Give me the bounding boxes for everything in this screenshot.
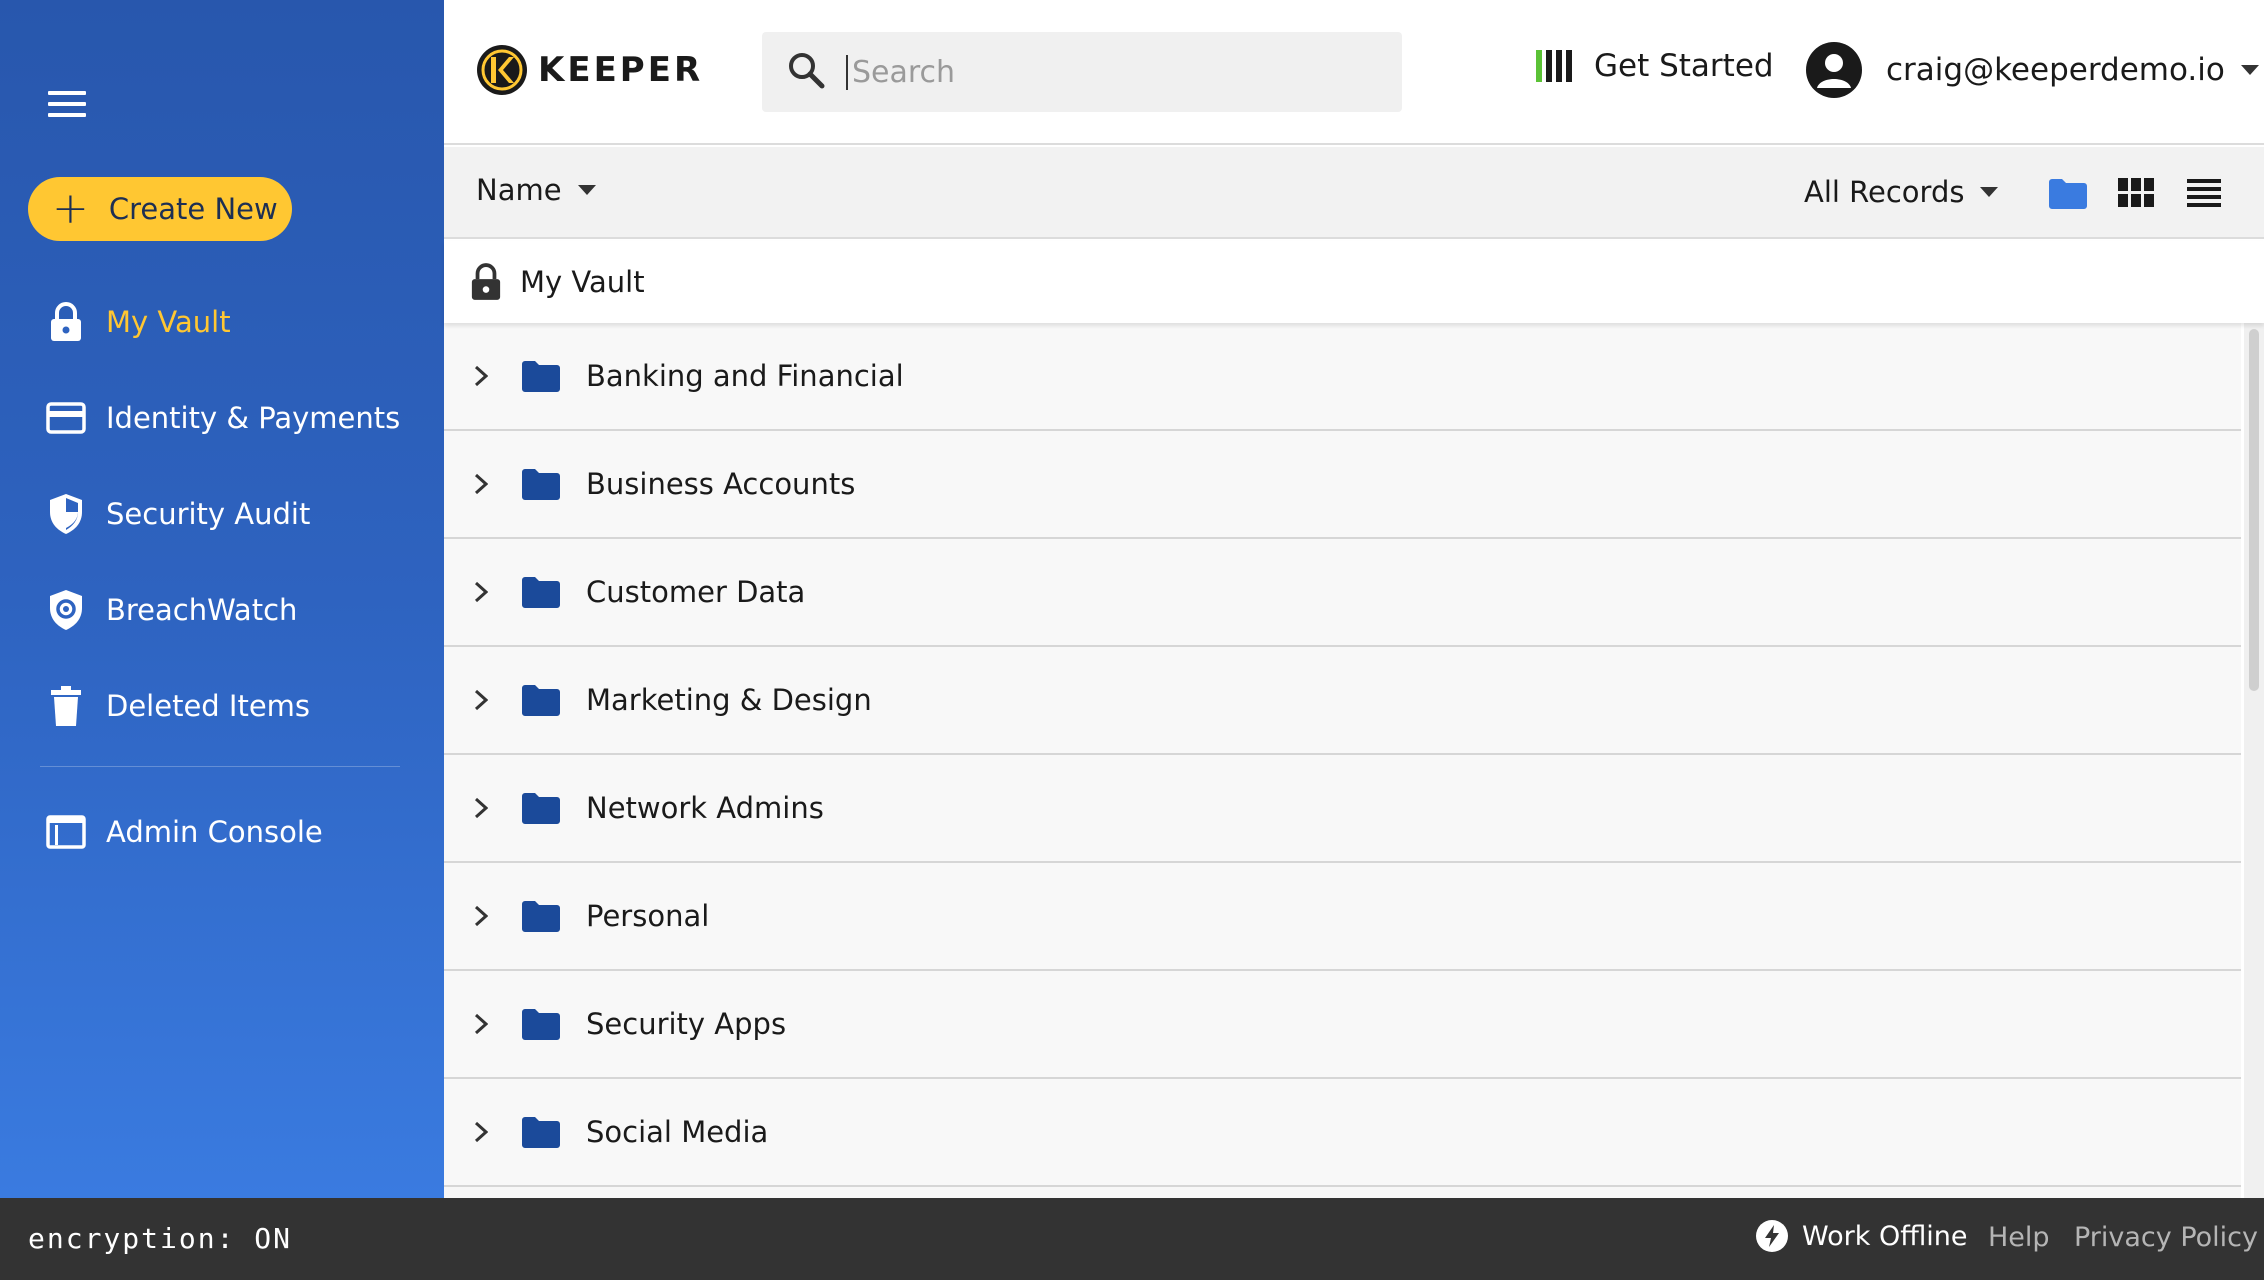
trash-icon (44, 684, 88, 728)
sidebar-item-deleted-items[interactable]: Deleted Items (44, 676, 424, 736)
folder-icon (520, 1007, 562, 1041)
sidebar-item-identity-payments[interactable]: Identity & Payments (44, 388, 424, 448)
filter-dropdown[interactable]: All Records (1804, 175, 1999, 209)
search-input[interactable] (846, 54, 1386, 90)
folder-row[interactable]: Personal (444, 863, 2241, 971)
chevron-right-icon[interactable] (474, 797, 496, 819)
folder-name: Business Accounts (586, 467, 856, 501)
privacy-policy-link[interactable]: Privacy Policy (2074, 1222, 2259, 1253)
chevron-right-icon[interactable] (474, 905, 496, 927)
folder-icon (520, 683, 562, 717)
sort-label: Name (476, 173, 562, 207)
folder-row[interactable]: Business Accounts (444, 431, 2241, 539)
folder-name: Security Apps (586, 1007, 787, 1041)
help-link[interactable]: Help (1988, 1222, 2050, 1253)
sidebar-item-label: BreachWatch (106, 593, 298, 627)
vertical-scrollbar[interactable] (2244, 323, 2264, 1198)
folder-icon (520, 575, 562, 609)
keeper-logo-icon (477, 45, 527, 95)
folder-row[interactable]: Customer Data (444, 539, 2241, 647)
folder-name: Banking and Financial (586, 359, 904, 393)
account-email: craig@keeperdemo.io (1886, 52, 2225, 88)
scrollbar-thumb[interactable] (2249, 329, 2259, 691)
folder-name: Personal (586, 899, 710, 933)
create-new-button[interactable]: + Create New (28, 177, 292, 241)
filter-label: All Records (1804, 175, 1965, 209)
hamburger-icon[interactable] (48, 91, 86, 119)
folder-name: Network Admins (586, 791, 824, 825)
sidebar-item-label: Security Audit (106, 497, 311, 531)
lightning-icon (1756, 1220, 1788, 1252)
sidebar: + Create New My Vault Identity & Payment… (0, 0, 444, 1198)
encryption-status: encryption: ON (28, 1222, 293, 1255)
folder-row[interactable]: Marketing & Design (444, 647, 2241, 755)
sort-dropdown[interactable]: Name (476, 173, 596, 207)
sidebar-item-my-vault[interactable]: My Vault (44, 292, 424, 352)
chevron-right-icon[interactable] (474, 1121, 496, 1143)
list-view-icon[interactable] (2182, 173, 2226, 213)
folder-icon (520, 791, 562, 825)
grid-view-icon[interactable] (2114, 173, 2158, 213)
footer: encryption: ON Work Offline Help Privacy… (0, 1198, 2264, 1280)
chevron-down-icon (1980, 187, 1999, 197)
shield-icon (44, 492, 88, 536)
folder-list: Banking and Financial Business Accounts … (444, 323, 2241, 1198)
chevron-right-icon[interactable] (474, 689, 496, 711)
folder-icon (520, 359, 562, 393)
folder-name: Marketing & Design (586, 683, 872, 717)
chevron-down-icon (2240, 65, 2259, 75)
header: KEEPER Get Started craig@keeperdemo.io (444, 0, 2264, 145)
folder-icon (520, 467, 562, 501)
search-box[interactable] (762, 32, 1402, 112)
sidebar-item-label: My Vault (106, 305, 231, 339)
breadcrumb: My Vault (444, 241, 2264, 323)
chevron-right-icon[interactable] (474, 365, 496, 387)
console-icon (44, 810, 88, 854)
get-started-button[interactable]: Get Started (1536, 48, 1774, 84)
folder-row[interactable]: Network Admins (444, 755, 2241, 863)
folder-name: Customer Data (586, 575, 806, 609)
folder-name: Social Media (586, 1115, 769, 1149)
sidebar-item-admin-console[interactable]: Admin Console (44, 802, 424, 862)
folder-icon (520, 1115, 562, 1149)
get-started-label: Get Started (1594, 48, 1774, 84)
view-switcher (2046, 173, 2250, 213)
progress-bars-icon (1536, 50, 1576, 82)
card-icon (44, 396, 88, 440)
keeper-logo[interactable]: KEEPER (476, 44, 703, 96)
plus-icon: + (52, 183, 89, 234)
sidebar-item-label: Deleted Items (106, 689, 311, 723)
breadcrumb-label[interactable]: My Vault (520, 265, 645, 299)
lock-icon (44, 300, 88, 344)
sidebar-item-security-audit[interactable]: Security Audit (44, 484, 424, 544)
work-offline-button[interactable]: Work Offline (1756, 1220, 1968, 1252)
search-icon (786, 50, 826, 94)
create-new-label: Create New (108, 192, 278, 226)
keeper-logo-text: KEEPER (538, 50, 704, 90)
sidebar-item-label: Admin Console (106, 815, 323, 849)
folder-row[interactable]: Social Media (444, 1079, 2241, 1187)
lock-icon (470, 261, 502, 303)
chevron-right-icon[interactable] (474, 581, 496, 603)
avatar-icon (1806, 42, 1862, 98)
breachwatch-icon (44, 588, 88, 632)
work-offline-label: Work Offline (1802, 1220, 1968, 1252)
chevron-down-icon (577, 185, 596, 195)
folder-icon (520, 899, 562, 933)
account-menu[interactable]: craig@keeperdemo.io (1806, 42, 2259, 98)
toolbar: Name All Records (444, 147, 2264, 239)
chevron-right-icon[interactable] (474, 473, 496, 495)
chevron-right-icon[interactable] (474, 1013, 496, 1035)
folder-row[interactable]: Banking and Financial (444, 323, 2241, 431)
sidebar-item-label: Identity & Payments (106, 401, 401, 435)
folder-view-icon[interactable] (2046, 173, 2090, 213)
sidebar-divider (40, 766, 400, 767)
folder-row[interactable]: Security Apps (444, 971, 2241, 1079)
sidebar-item-breachwatch[interactable]: BreachWatch (44, 580, 424, 640)
